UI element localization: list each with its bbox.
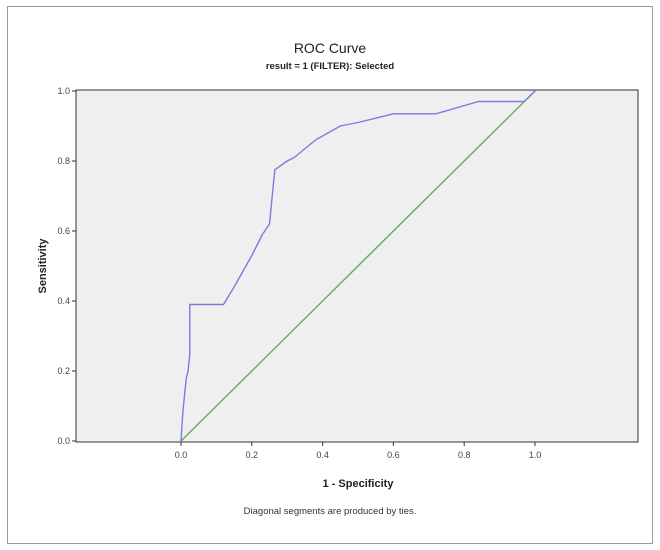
x-tick-label: 0.0 [175, 450, 188, 460]
chart-subtitle: result = 1 (FILTER): Selected [266, 61, 395, 72]
y-tick-label: 1.0 [57, 86, 70, 96]
x-axis-title: 1 - Specificity [323, 478, 395, 490]
y-tick-label: 0.8 [57, 156, 70, 166]
x-axis-ticks: 0.0 0.2 0.4 0.6 0.8 1.0 [175, 442, 542, 460]
x-tick-label: 0.4 [316, 450, 329, 460]
y-tick-label: 0.6 [57, 226, 70, 236]
chart-title: ROC Curve [294, 40, 367, 56]
series-layer [180, 90, 536, 442]
y-axis-title: Sensitivity [37, 238, 49, 294]
reference-diagonal-line [180, 90, 536, 442]
y-tick-label: 0.2 [57, 366, 70, 376]
y-axis-ticks: 0.0 0.2 0.4 0.6 0.8 1.0 [57, 86, 76, 446]
plot-area [75, 89, 639, 443]
x-tick-label: 0.8 [458, 450, 471, 460]
chart-footnote: Diagonal segments are produced by ties. [244, 506, 417, 517]
x-tick-label: 1.0 [529, 450, 542, 460]
x-tick-label: 0.2 [246, 450, 259, 460]
y-tick-label: 0.0 [57, 436, 70, 446]
roc-curve-line [180, 90, 536, 442]
y-tick-label: 0.4 [57, 296, 70, 306]
x-tick-label: 0.6 [387, 450, 400, 460]
